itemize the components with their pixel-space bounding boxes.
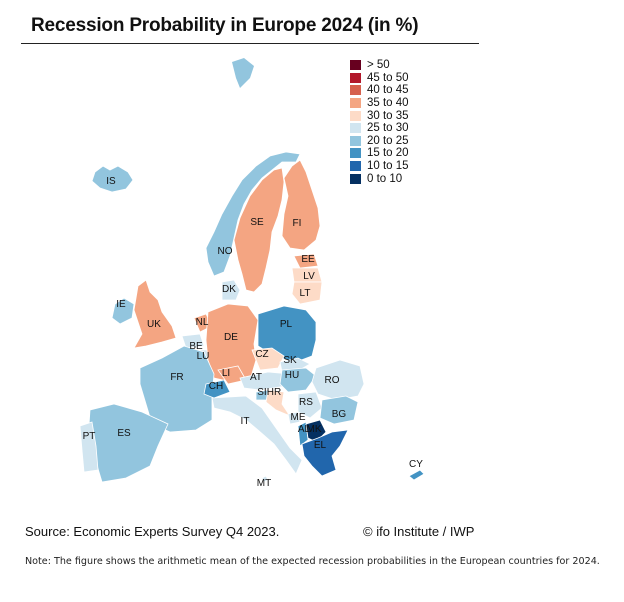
country-label: ME bbox=[291, 412, 306, 423]
source-text: Source: Economic Experts Survey Q4 2023. bbox=[25, 524, 280, 539]
country-label: LI bbox=[222, 368, 230, 379]
country-label: LU bbox=[197, 351, 210, 362]
country-bg bbox=[319, 395, 359, 425]
country-ch bbox=[203, 379, 231, 399]
legend-item: 20 to 25 bbox=[350, 135, 409, 148]
country-label: DE bbox=[224, 332, 238, 343]
legend-swatch bbox=[350, 173, 361, 184]
legend-item: 25 to 30 bbox=[350, 122, 409, 135]
country-no bbox=[205, 151, 301, 277]
country-be bbox=[181, 333, 205, 349]
country-label: SK bbox=[283, 355, 297, 366]
country-label: CZ bbox=[255, 349, 268, 360]
legend: > 50 45 to 50 40 to 45 35 to 40 30 to 35 25 t… bbox=[350, 59, 409, 185]
legend-item: 30 to 35 bbox=[350, 109, 409, 122]
legend-swatch bbox=[350, 110, 361, 121]
country-is bbox=[91, 165, 134, 193]
country-label: IT bbox=[241, 416, 250, 427]
legend-swatch bbox=[350, 85, 361, 96]
country-label: BE bbox=[189, 341, 203, 352]
country-label: BG bbox=[332, 409, 347, 420]
legend-swatch bbox=[350, 135, 361, 146]
country-label: RO bbox=[325, 375, 340, 386]
country-label: HU bbox=[285, 370, 299, 381]
country-label: ES bbox=[117, 428, 131, 439]
country-label: MK bbox=[307, 424, 322, 435]
country-label: DK bbox=[222, 284, 236, 295]
legend-label: 20 to 25 bbox=[367, 134, 409, 147]
country-label: SE bbox=[250, 217, 264, 228]
country-se bbox=[233, 167, 285, 293]
country-mt bbox=[261, 475, 269, 483]
legend-swatch bbox=[350, 72, 361, 83]
country-pt bbox=[79, 421, 99, 473]
country-label: PL bbox=[280, 319, 293, 330]
country-it bbox=[211, 395, 303, 475]
legend-item: 0 to 10 bbox=[350, 172, 409, 185]
country-label: EE bbox=[301, 254, 315, 265]
legend-item: 10 to 15 bbox=[350, 160, 409, 173]
legend-label: 40 to 45 bbox=[367, 84, 409, 97]
country-el bbox=[301, 429, 349, 477]
legend-swatch bbox=[350, 161, 361, 172]
country-label: FR bbox=[170, 372, 183, 383]
legend-label: 45 to 50 bbox=[367, 71, 409, 84]
country-label: NL bbox=[196, 317, 209, 328]
country-fr bbox=[139, 345, 215, 433]
country-ee bbox=[293, 253, 319, 269]
chart-title: Recession Probability in Europe 2024 (in… bbox=[31, 15, 419, 36]
country-label: LT bbox=[300, 288, 311, 299]
country-label: FI bbox=[293, 218, 302, 229]
country-uk bbox=[133, 279, 177, 349]
country-ro bbox=[311, 359, 365, 401]
legend-swatch bbox=[350, 123, 361, 134]
country-me bbox=[287, 411, 301, 425]
legend-item: 35 to 40 bbox=[350, 97, 409, 110]
country-label: CH bbox=[209, 381, 223, 392]
legend-swatch bbox=[350, 148, 361, 159]
legend-label: 15 to 20 bbox=[367, 147, 409, 160]
country-ie bbox=[111, 297, 135, 325]
legend-swatch bbox=[350, 60, 361, 71]
country-label: SI bbox=[257, 387, 266, 398]
country-label: EL bbox=[314, 440, 327, 451]
country-label: AT bbox=[250, 372, 262, 383]
country-rs bbox=[297, 391, 323, 419]
legend-label: 30 to 35 bbox=[367, 109, 409, 122]
country-label: CY bbox=[409, 459, 423, 470]
title-underline bbox=[21, 43, 479, 44]
country-al bbox=[297, 421, 309, 447]
country-label: LV bbox=[303, 271, 315, 282]
country-label: IS bbox=[106, 176, 116, 187]
legend-swatch bbox=[350, 98, 361, 109]
country-dk bbox=[221, 279, 241, 301]
country-hu bbox=[279, 367, 317, 393]
country-label: PT bbox=[83, 431, 96, 442]
country-label: RS bbox=[299, 397, 313, 408]
country-fi bbox=[281, 159, 321, 251]
country-lt bbox=[291, 281, 323, 305]
country-label: UK bbox=[147, 319, 161, 330]
legend-label: > 50 bbox=[367, 59, 390, 72]
note-text: Note: The figure shows the arithmetic me… bbox=[25, 556, 600, 567]
legend-label: 0 to 10 bbox=[367, 172, 403, 185]
legend-label: 10 to 15 bbox=[367, 160, 409, 173]
country-label: AL bbox=[298, 424, 311, 435]
country-label: IE bbox=[116, 299, 126, 310]
country-label: MT bbox=[257, 478, 271, 489]
legend-label: 35 to 40 bbox=[367, 97, 409, 110]
copyright-text: © ifo Institute / IWP bbox=[363, 524, 475, 539]
legend-item: > 50 bbox=[350, 59, 409, 72]
country-label: HR bbox=[267, 387, 281, 398]
legend-item: 15 to 20 bbox=[350, 147, 409, 160]
country-cy bbox=[408, 469, 425, 481]
legend-label: 25 to 30 bbox=[367, 122, 409, 135]
country-de bbox=[205, 303, 259, 383]
legend-item: 45 to 50 bbox=[350, 72, 409, 85]
legend-item: 40 to 45 bbox=[350, 84, 409, 97]
country-label: NO bbox=[218, 246, 233, 257]
svalbard-shape bbox=[232, 58, 254, 88]
